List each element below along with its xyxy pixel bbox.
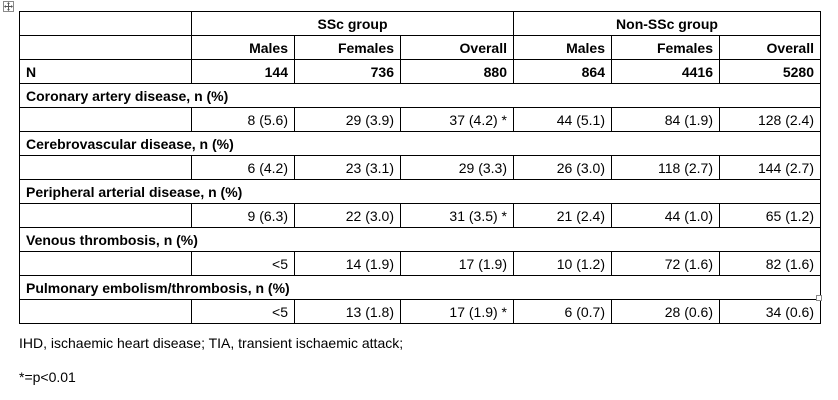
table-move-handle-icon[interactable] <box>3 1 14 12</box>
table-cell: 72 (1.6) <box>611 251 720 276</box>
group-header-non-ssc: Non-SSc group <box>513 11 821 36</box>
table-row: 8 (5.6) 29 (3.9) 37 (4.2) * 44 (5.1) 84 … <box>19 107 821 132</box>
empty-cell <box>19 155 192 180</box>
section-label: Cerebrovascular disease, n (%) <box>19 131 821 156</box>
empty-cell <box>19 35 192 60</box>
table-cell: 34 (0.6) <box>719 299 821 324</box>
table-cell: 65 (1.2) <box>719 203 821 228</box>
table-cell: 6 (4.2) <box>191 155 295 180</box>
section-label: Coronary artery disease, n (%) <box>19 83 821 108</box>
column-header: Females <box>611 35 720 60</box>
group-header-row: SSc group Non-SSc group <box>19 11 821 36</box>
table-row: <5 14 (1.9) 17 (1.9) 10 (1.2) 72 (1.6) 8… <box>19 251 821 276</box>
table-row: 9 (6.3) 22 (3.0) 31 (3.5) * 21 (2.4) 44 … <box>19 203 821 228</box>
section-header-row: Venous thrombosis, n (%) <box>19 227 821 252</box>
table-cell: 31 (3.5) * <box>400 203 514 228</box>
empty-cell <box>19 203 192 228</box>
column-header: Overall <box>719 35 821 60</box>
table-cell: 13 (1.8) <box>294 299 401 324</box>
table-cell: 4416 <box>611 59 720 84</box>
table-row: 6 (4.2) 23 (3.1) 29 (3.3) 26 (3.0) 118 (… <box>19 155 821 180</box>
empty-cell <box>19 107 192 132</box>
section-label: Pulmonary embolism/thrombosis, n (%) <box>19 275 821 300</box>
table-cell: 144 (2.7) <box>719 155 821 180</box>
row-label: N <box>19 59 192 84</box>
column-header: Males <box>513 35 612 60</box>
footnote-significance: *=p<0.01 <box>19 369 76 385</box>
empty-cell <box>19 299 192 324</box>
table-cell: 736 <box>294 59 401 84</box>
table-cell: 22 (3.0) <box>294 203 401 228</box>
table-cell: 864 <box>513 59 612 84</box>
table-cell: 21 (2.4) <box>513 203 612 228</box>
table-cell: 10 (1.2) <box>513 251 612 276</box>
table-cell: <5 <box>191 299 295 324</box>
table-cell: 14 (1.9) <box>294 251 401 276</box>
table-cell: 128 (2.4) <box>719 107 821 132</box>
column-header: Overall <box>400 35 514 60</box>
table-cell: 144 <box>191 59 295 84</box>
table-cell: 37 (4.2) * <box>400 107 514 132</box>
table-cell: 28 (0.6) <box>611 299 720 324</box>
footnote-abbreviations: IHD, ischaemic heart disease; TIA, trans… <box>19 335 404 351</box>
table-cell: <5 <box>191 251 295 276</box>
empty-cell <box>19 251 192 276</box>
table-resize-handle[interactable] <box>816 295 822 301</box>
table-cell: 5280 <box>719 59 821 84</box>
sub-header-row: Males Females Overall Males Females Over… <box>19 35 821 60</box>
table-cell: 29 (3.3) <box>400 155 514 180</box>
column-header: Females <box>294 35 401 60</box>
table-cell: 17 (1.9) <box>400 251 514 276</box>
table-cell: 44 (1.0) <box>611 203 720 228</box>
section-header-row: Peripheral arterial disease, n (%) <box>19 179 821 204</box>
table-cell: 9 (6.3) <box>191 203 295 228</box>
empty-corner-cell <box>19 11 192 36</box>
table-cell: 118 (2.7) <box>611 155 720 180</box>
table-cell: 6 (0.7) <box>513 299 612 324</box>
section-header-row: Cerebrovascular disease, n (%) <box>19 131 821 156</box>
table-cell: 17 (1.9) * <box>400 299 514 324</box>
table-cell: 26 (3.0) <box>513 155 612 180</box>
n-row: N 144 736 880 864 4416 5280 <box>19 59 821 84</box>
table-cell: 23 (3.1) <box>294 155 401 180</box>
table-cell: 44 (5.1) <box>513 107 612 132</box>
table-cell: 29 (3.9) <box>294 107 401 132</box>
section-header-row: Pulmonary embolism/thrombosis, n (%) <box>19 275 821 300</box>
table-cell: 84 (1.9) <box>611 107 720 132</box>
section-header-row: Coronary artery disease, n (%) <box>19 83 821 108</box>
group-header-ssc: SSc group <box>191 11 514 36</box>
table-cell: 880 <box>400 59 514 84</box>
column-header: Males <box>191 35 295 60</box>
section-label: Peripheral arterial disease, n (%) <box>19 179 821 204</box>
table-cell: 8 (5.6) <box>191 107 295 132</box>
table-row: <5 13 (1.8) 17 (1.9) * 6 (0.7) 28 (0.6) … <box>19 299 821 324</box>
results-table: SSc group Non-SSc group Males Females Ov… <box>19 11 821 324</box>
section-label: Venous thrombosis, n (%) <box>19 227 821 252</box>
table-cell: 82 (1.6) <box>719 251 821 276</box>
